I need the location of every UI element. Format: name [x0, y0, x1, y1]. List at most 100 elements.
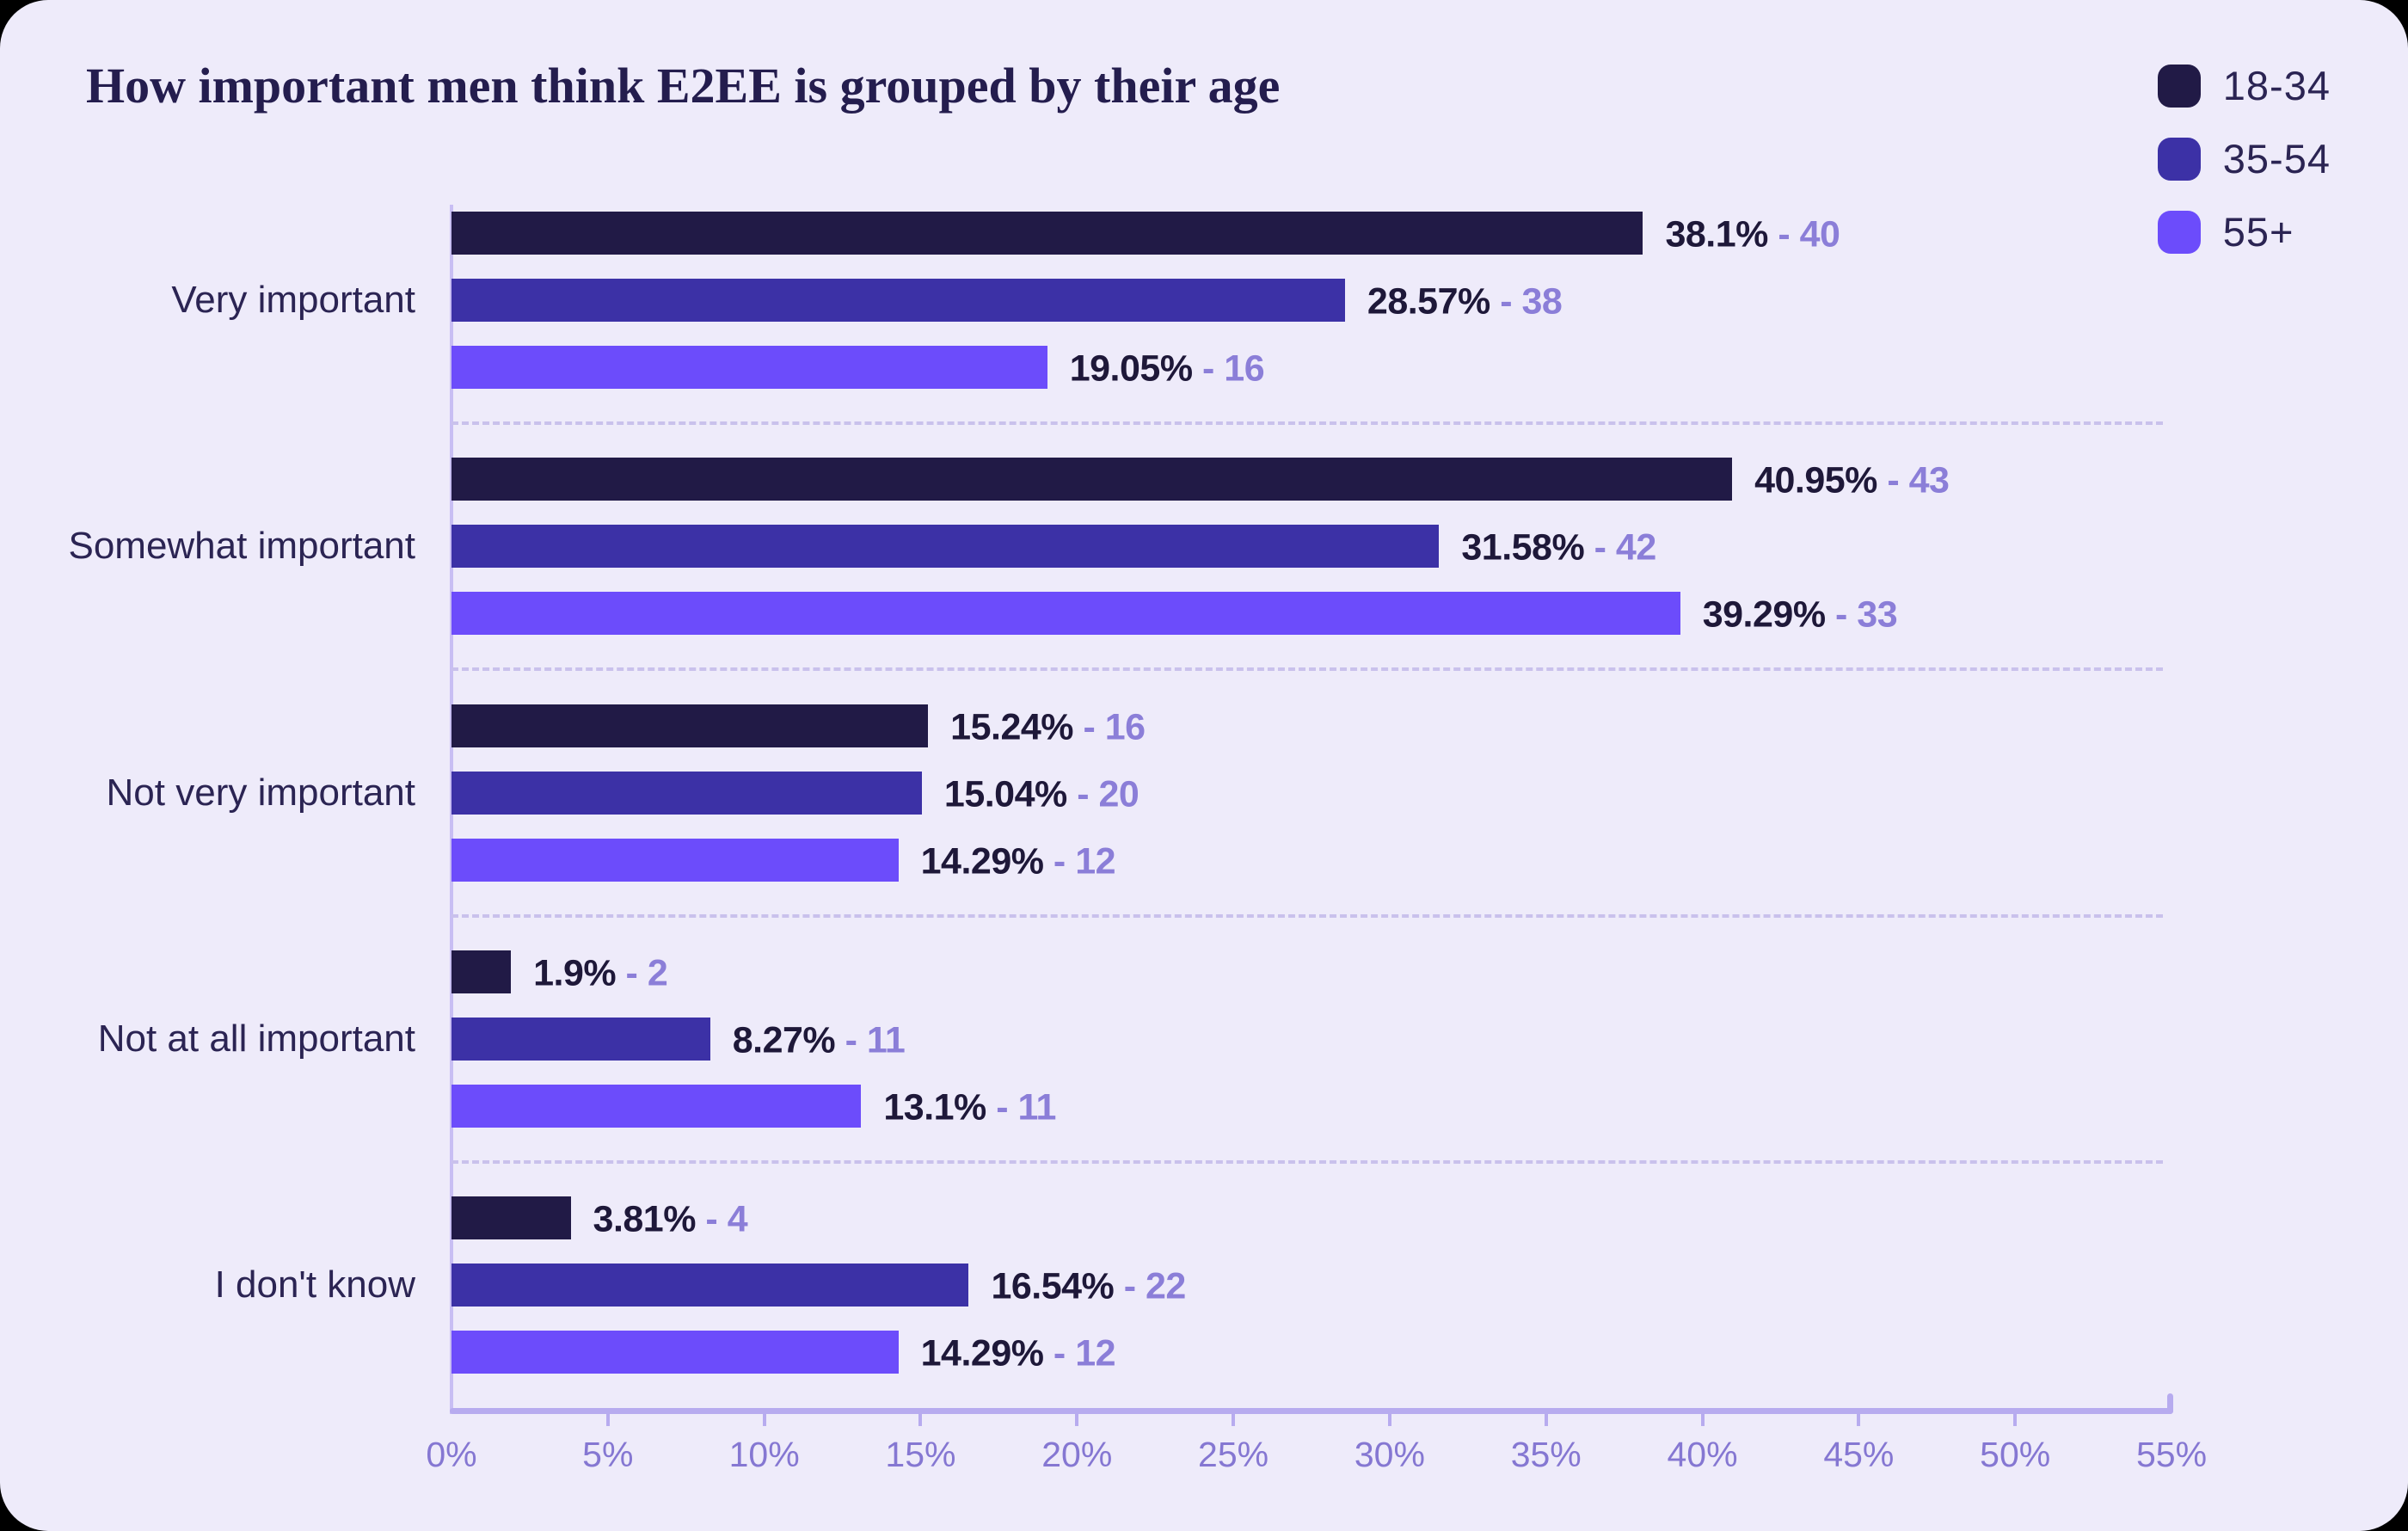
x-tick-label-40%: 40%	[1667, 1435, 1738, 1474]
bar-count-value: 12	[1075, 1332, 1116, 1374]
bar-18-34-2[interactable]	[452, 704, 929, 747]
bar-label-separator: -	[986, 1086, 1018, 1128]
bar-percent-value: 13.1%	[883, 1086, 986, 1128]
bar-55+-3[interactable]	[452, 1084, 862, 1128]
bar-label-separator: -	[1584, 526, 1616, 569]
legend-label: 35-54	[2222, 136, 2331, 181]
bar-count-value: 16	[1224, 347, 1265, 390]
bar-label-separator: -	[1877, 459, 1909, 501]
bar-count-value: 38	[1521, 280, 1563, 323]
category-label-3: Not at all important	[97, 1017, 415, 1060]
bar-value-label: 1.9% - 2	[533, 952, 668, 994]
bar-percent-value: 15.24%	[950, 706, 1074, 747]
x-axis-tick	[1387, 1412, 1391, 1426]
x-axis-tick	[918, 1412, 923, 1426]
bar-value-label: 8.27% - 11	[733, 1019, 906, 1061]
bar-percent-value: 38.1%	[1665, 213, 1768, 255]
legend-item-35-54[interactable]: 35-54	[2157, 135, 2331, 182]
bar-value-label: 19.05% - 16	[1070, 347, 1265, 390]
bar-count-value: 42	[1615, 526, 1656, 569]
bar-label-separator: -	[1043, 840, 1076, 882]
group-separator	[452, 667, 2163, 672]
x-axis-tick	[1857, 1412, 1861, 1426]
bar-value-label: 39.29% - 33	[1702, 593, 1898, 636]
bar-value-label: 14.29% - 12	[920, 1332, 1116, 1375]
bar-count-value: 11	[1017, 1086, 1057, 1128]
bar-percent-value: 15.04%	[943, 773, 1067, 815]
bar-count-value: 16	[1104, 706, 1146, 747]
bar-label-separator: -	[1043, 1332, 1076, 1374]
bar-label-separator: -	[1490, 280, 1522, 323]
bar-percent-value: 14.29%	[920, 1332, 1044, 1374]
bar-label-separator: -	[1114, 1265, 1146, 1307]
bar-count-value: 4	[727, 1198, 748, 1240]
chart-title: How important men think E2EE is grouped …	[86, 58, 1281, 114]
bar-value-label: 14.29% - 12	[921, 840, 1116, 882]
x-tick-label-35%: 35%	[1510, 1435, 1582, 1474]
x-axis-end-tick	[2167, 1393, 2173, 1414]
legend-swatch-icon	[2157, 137, 2201, 181]
bar-value-label: 16.54% - 22	[991, 1265, 1186, 1308]
legend: 18-34 35-54 55+	[2157, 62, 2331, 255]
legend-label: 18-34	[2222, 63, 2331, 108]
bar-35-54-0[interactable]	[452, 279, 1345, 322]
bar-label-separator: -	[695, 1198, 728, 1240]
x-tick-label-0%: 0%	[426, 1435, 477, 1474]
bar-label-separator: -	[1066, 773, 1099, 815]
group-separator	[452, 913, 2163, 918]
bar-count-value: 43	[1908, 459, 1950, 501]
bar-count-value: 22	[1146, 1265, 1186, 1307]
bar-label-separator: -	[616, 952, 648, 994]
bar-value-label: 15.24% - 16	[950, 706, 1146, 748]
bar-18-34-0[interactable]	[452, 212, 1643, 255]
bar-35-54-1[interactable]	[452, 525, 1440, 569]
bar-55+-2[interactable]	[452, 838, 899, 882]
bar-value-label: 40.95% - 43	[1754, 459, 1950, 502]
legend-item-18-34[interactable]: 18-34	[2157, 62, 2331, 109]
bar-label-separator: -	[1192, 347, 1225, 390]
bar-35-54-2[interactable]	[452, 771, 922, 815]
bar-count-value: 2	[647, 952, 668, 994]
bar-18-34-4[interactable]	[452, 1196, 571, 1239]
legend-swatch-icon	[2157, 210, 2201, 254]
x-axis-tick	[605, 1412, 610, 1426]
bar-35-54-4[interactable]	[452, 1264, 969, 1307]
bar-value-label: 13.1% - 11	[883, 1086, 1056, 1128]
x-tick-label-10%: 10%	[728, 1435, 800, 1474]
bar-count-value: 12	[1075, 840, 1116, 882]
bar-value-label: 28.57% - 38	[1367, 280, 1563, 323]
x-tick-label-50%: 50%	[1980, 1435, 2051, 1474]
legend-item-55+[interactable]: 55+	[2157, 208, 2331, 255]
bar-value-label: 3.81% - 4	[593, 1199, 748, 1241]
bar-count-value: 20	[1098, 773, 1140, 815]
bar-35-54-3[interactable]	[452, 1017, 710, 1061]
x-tick-label-15%: 15%	[885, 1435, 956, 1474]
x-axis-tick	[2013, 1412, 2018, 1426]
bar-55+-1[interactable]	[452, 592, 1680, 636]
bar-percent-value: 39.29%	[1702, 593, 1826, 636]
bar-percent-value: 16.54%	[991, 1265, 1115, 1307]
bar-label-separator: -	[1825, 593, 1858, 636]
bar-percent-value: 28.57%	[1367, 280, 1490, 323]
bar-label-separator: -	[1767, 213, 1800, 255]
group-separator	[452, 1159, 2163, 1164]
bar-value-label: 31.58% - 42	[1461, 527, 1656, 569]
bar-label-separator: -	[835, 1019, 867, 1061]
x-tick-label-20%: 20%	[1041, 1435, 1113, 1474]
bar-count-value: 11	[866, 1019, 906, 1061]
bar-18-34-1[interactable]	[452, 458, 1733, 501]
bar-55+-4[interactable]	[452, 1331, 899, 1374]
legend-label: 55+	[2222, 209, 2294, 255]
category-label-2: Not very important	[106, 771, 415, 814]
x-axis-line	[450, 1408, 2173, 1414]
x-axis-tick	[1544, 1412, 1548, 1426]
legend-swatch-icon	[2157, 64, 2201, 108]
x-tick-label-45%: 45%	[1823, 1435, 1895, 1474]
x-tick-label-55%: 55%	[2135, 1435, 2208, 1474]
bar-55+-0[interactable]	[452, 346, 1047, 389]
bar-value-label: 15.04% - 20	[943, 773, 1140, 815]
bar-18-34-3[interactable]	[452, 950, 512, 993]
bar-percent-value: 40.95%	[1754, 459, 1877, 501]
category-label-4: I don't know	[214, 1264, 415, 1306]
